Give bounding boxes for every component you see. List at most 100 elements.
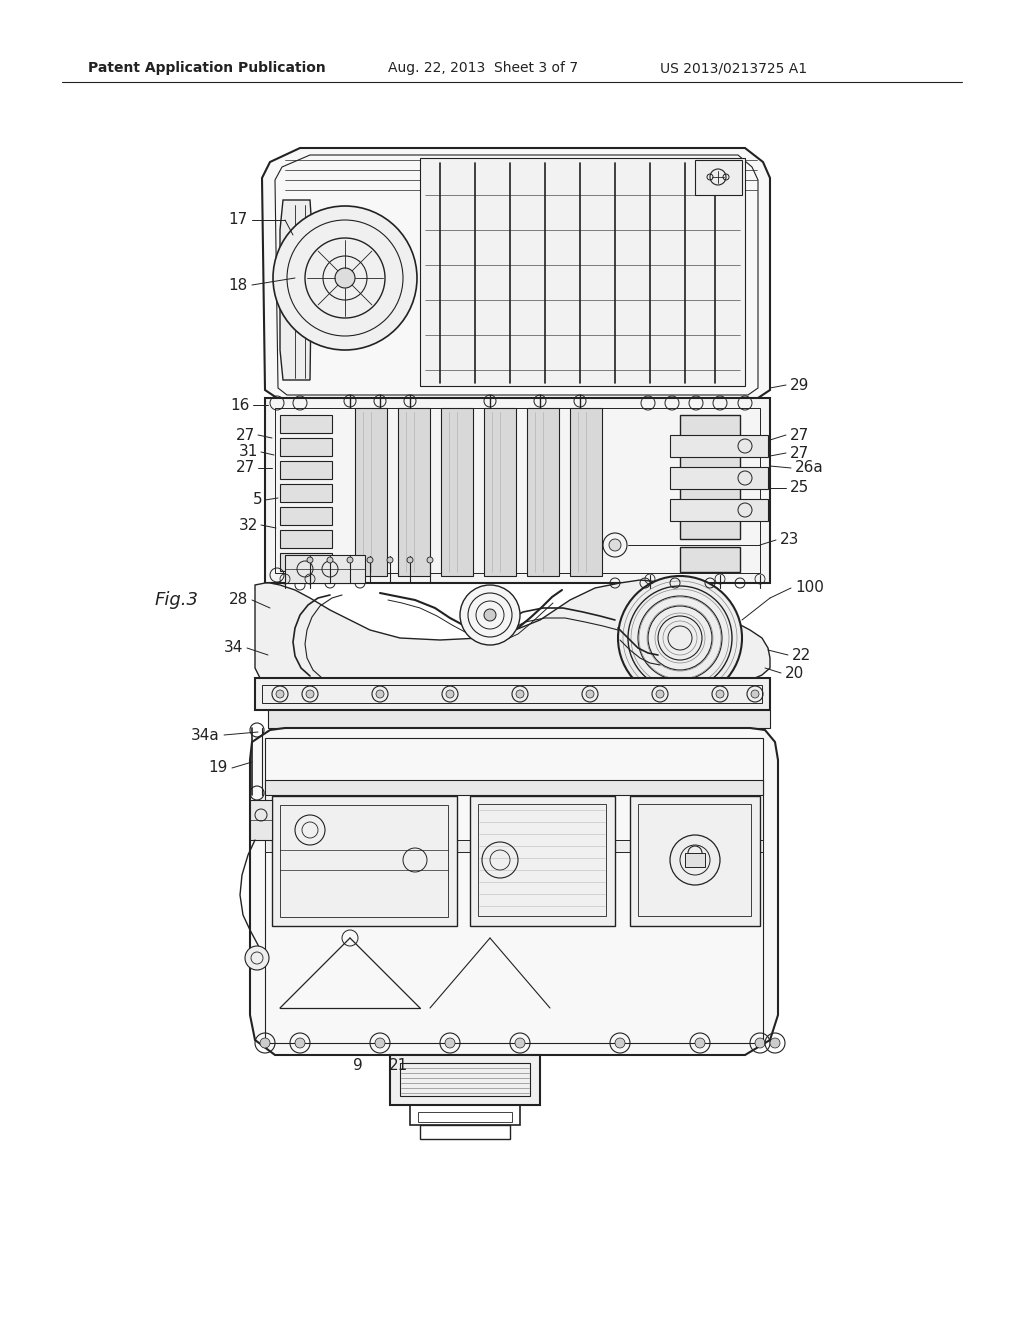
Circle shape <box>609 539 621 550</box>
Circle shape <box>516 690 524 698</box>
Bar <box>680 513 740 539</box>
Circle shape <box>695 1038 705 1048</box>
Circle shape <box>260 1038 270 1048</box>
Bar <box>410 1105 520 1125</box>
Polygon shape <box>250 729 778 1055</box>
Text: 27: 27 <box>790 446 809 461</box>
Bar <box>255 678 770 710</box>
Text: 26a: 26a <box>795 461 823 475</box>
Bar <box>680 480 740 506</box>
Bar <box>390 1055 540 1105</box>
Bar <box>680 546 740 572</box>
Bar <box>398 408 430 576</box>
Text: 20: 20 <box>785 665 804 681</box>
Bar <box>280 414 332 433</box>
Circle shape <box>387 557 393 564</box>
Bar <box>420 1125 510 1139</box>
Text: 18: 18 <box>228 277 248 293</box>
Bar <box>280 531 332 548</box>
Text: 100: 100 <box>795 581 824 595</box>
Text: 5: 5 <box>252 492 262 507</box>
Text: 23: 23 <box>780 532 800 548</box>
Bar <box>265 738 763 1043</box>
Circle shape <box>615 1038 625 1048</box>
Bar <box>355 408 387 576</box>
Circle shape <box>376 690 384 698</box>
Text: Aug. 22, 2013  Sheet 3 of 7: Aug. 22, 2013 Sheet 3 of 7 <box>388 61 579 75</box>
Bar <box>280 507 332 525</box>
Circle shape <box>670 836 720 884</box>
Bar <box>250 800 272 840</box>
Circle shape <box>375 1038 385 1048</box>
Circle shape <box>295 1038 305 1048</box>
Bar <box>280 553 332 572</box>
Circle shape <box>335 268 355 288</box>
Circle shape <box>460 585 520 645</box>
Circle shape <box>347 557 353 564</box>
Text: Patent Application Publication: Patent Application Publication <box>88 61 326 75</box>
Bar <box>527 408 559 576</box>
Bar <box>695 160 742 195</box>
Text: 34a: 34a <box>191 727 220 742</box>
Bar <box>418 1111 512 1122</box>
Text: 29: 29 <box>790 378 809 392</box>
Bar <box>680 414 740 440</box>
Bar <box>268 710 770 729</box>
Circle shape <box>586 690 594 698</box>
Text: 34: 34 <box>223 640 243 656</box>
Bar <box>280 805 449 917</box>
Text: 28: 28 <box>228 593 248 607</box>
Text: 16: 16 <box>230 397 250 412</box>
Circle shape <box>276 690 284 698</box>
Circle shape <box>407 557 413 564</box>
Polygon shape <box>255 579 770 678</box>
Bar <box>570 408 602 576</box>
Circle shape <box>515 1038 525 1048</box>
Bar <box>265 840 763 851</box>
Circle shape <box>446 690 454 698</box>
Circle shape <box>273 206 417 350</box>
Bar <box>670 436 768 457</box>
Circle shape <box>445 1038 455 1048</box>
Bar <box>670 467 768 488</box>
Bar <box>630 796 760 927</box>
Bar <box>670 499 768 521</box>
Circle shape <box>367 557 373 564</box>
Bar <box>280 461 332 479</box>
Text: 19: 19 <box>209 760 228 776</box>
Circle shape <box>770 1038 780 1048</box>
Bar <box>420 158 745 385</box>
Bar <box>470 796 615 927</box>
Text: 31: 31 <box>239 445 258 459</box>
Bar <box>280 484 332 502</box>
Circle shape <box>656 690 664 698</box>
Circle shape <box>307 557 313 564</box>
Bar <box>262 685 762 704</box>
Text: 21: 21 <box>388 1057 408 1072</box>
Circle shape <box>716 690 724 698</box>
Text: 27: 27 <box>236 461 255 475</box>
Text: US 2013/0213725 A1: US 2013/0213725 A1 <box>660 61 807 75</box>
Text: 32: 32 <box>239 517 258 532</box>
Bar <box>265 780 763 795</box>
Bar <box>265 399 770 583</box>
Circle shape <box>427 557 433 564</box>
Bar <box>400 1063 530 1096</box>
Text: 9: 9 <box>353 1057 362 1072</box>
Bar <box>484 408 516 576</box>
Circle shape <box>245 946 269 970</box>
Polygon shape <box>280 201 312 380</box>
Bar <box>280 438 332 455</box>
Circle shape <box>484 609 496 620</box>
Bar <box>441 408 473 576</box>
Text: 27: 27 <box>236 428 255 442</box>
Text: 22: 22 <box>792 648 811 663</box>
Text: Fig.3: Fig.3 <box>155 591 199 609</box>
Circle shape <box>306 690 314 698</box>
Circle shape <box>751 690 759 698</box>
Bar <box>272 796 457 927</box>
Circle shape <box>618 576 742 700</box>
Bar <box>478 804 606 916</box>
Text: 25: 25 <box>790 480 809 495</box>
Text: 17: 17 <box>228 213 248 227</box>
